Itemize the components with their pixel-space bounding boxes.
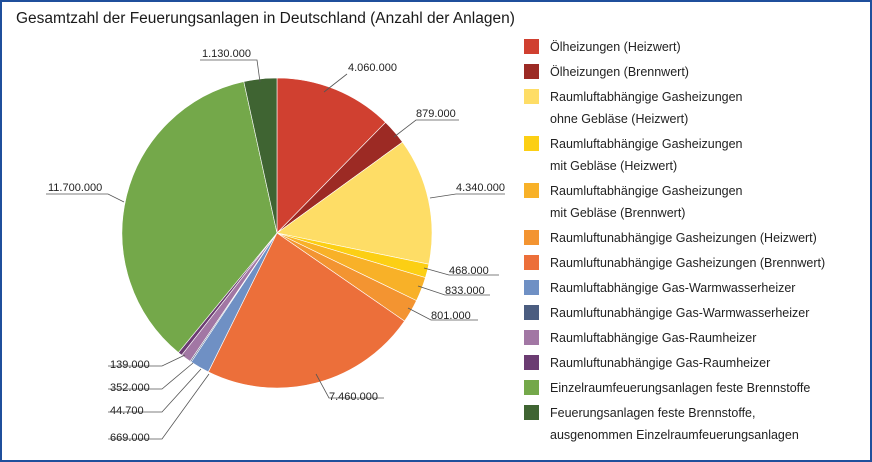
data-label: 833.000	[445, 285, 485, 297]
pie-slice	[276, 77, 386, 234]
legend-item: Raumluftunabhängige Gas-Warmwasserheizer	[524, 302, 864, 324]
legend-label: Raumluftabhängige Gasheizungen ohne Gebl…	[550, 90, 743, 126]
legend-item: Ölheizungen (Brennwert)	[524, 61, 864, 83]
data-label: 44.700	[110, 405, 144, 417]
legend-label: Raumluftabhängige Gasheizungen mit Geblä…	[550, 184, 743, 220]
chart-title: Gesamtzahl der Feuerungsanlagen in Deuts…	[16, 10, 515, 27]
pie-slice	[243, 77, 278, 234]
leader-line	[407, 307, 478, 321]
legend-label: Raumluftunabhängige Gas-Raumheizer	[550, 356, 771, 370]
legend-swatch	[524, 39, 539, 54]
legend-swatch	[524, 89, 539, 104]
data-label: 7.460.000	[329, 391, 378, 403]
legend-swatch	[524, 355, 539, 370]
leader-line	[315, 373, 384, 399]
leader-line	[429, 193, 505, 199]
data-label: 352.000	[110, 382, 150, 394]
legend-label: Raumluftunabhängige Gas-Warmwasserheizer	[550, 306, 810, 320]
leader-line	[108, 368, 202, 413]
data-label: 139.000	[110, 359, 150, 371]
data-label: 1.130.000	[202, 48, 251, 60]
legend-item: Raumluftabhängige Gasheizungen ohne Gebl…	[524, 86, 864, 130]
legend-swatch	[524, 136, 539, 151]
leader-line	[393, 119, 459, 138]
legend-swatch	[524, 183, 539, 198]
legend-swatch	[524, 255, 539, 270]
leader-line	[200, 59, 261, 83]
legend-swatch	[524, 305, 539, 320]
legend-label: Einzelraumfeuerungsanlagen feste Brennst…	[550, 381, 811, 395]
legend-swatch	[524, 64, 539, 79]
legend-label: Ölheizungen (Heizwert)	[550, 40, 681, 54]
data-label: 4.340.000	[456, 182, 505, 194]
leader-line	[323, 73, 348, 93]
legend-label: Raumluftabhängige Gas-Raumheizer	[550, 331, 757, 345]
legend-label: Raumluftunabhängige Gasheizungen (Heizwe…	[550, 231, 817, 245]
legend-swatch	[524, 380, 539, 395]
legend-label: Raumluftunabhängige Gasheizungen (Brennw…	[550, 256, 826, 270]
legend-label: Feuerungsanlagen feste Brennstoffe, ausg…	[550, 406, 799, 442]
leader-line	[423, 267, 499, 276]
legend-item: Raumluftunabhängige Gasheizungen (Heizwe…	[524, 227, 864, 249]
legend-item: Raumluftabhängige Gasheizungen mit Geblä…	[524, 180, 864, 224]
legend-swatch	[524, 280, 539, 295]
data-label: 468.000	[449, 265, 489, 277]
chart-legend: Ölheizungen (Heizwert) Ölheizungen (Brenn…	[524, 36, 864, 449]
leader-line	[108, 354, 186, 367]
legend-item: Raumluftunabhängige Gas-Raumheizer	[524, 352, 864, 374]
legend-item: Ölheizungen (Heizwert)	[524, 36, 864, 58]
pie-slice	[276, 141, 433, 265]
legend-item: Raumluftabhängige Gas-Raumheizer	[524, 327, 864, 349]
pie-slice	[207, 232, 405, 389]
legend-swatch	[524, 330, 539, 345]
legend-label: Ölheizungen (Brennwert)	[550, 65, 689, 79]
legend-item: Raumluftabhängige Gas-Warmwasserheizer	[524, 277, 864, 299]
leader-line	[46, 193, 125, 203]
data-label: 801.000	[431, 310, 471, 322]
leader-line	[108, 362, 194, 390]
data-label: 669.000	[110, 432, 150, 444]
data-label: 4.060.000	[348, 62, 397, 74]
legend-label: Raumluftabhängige Gasheizungen mit Geblä…	[550, 137, 743, 173]
legend-item: Feuerungsanlagen feste Brennstoffe, ausg…	[524, 402, 864, 446]
legend-item: Einzelraumfeuerungsanlagen feste Brennst…	[524, 377, 864, 399]
legend-swatch	[524, 405, 539, 420]
legend-item: Raumluftabhängige Gasheizungen mit Geblä…	[524, 133, 864, 177]
data-label: 11.700.000	[48, 182, 102, 194]
legend-label: Raumluftabhängige Gas-Warmwasserheizer	[550, 281, 796, 295]
legend-swatch	[524, 230, 539, 245]
leader-line	[417, 285, 490, 296]
leader-line	[108, 373, 210, 440]
data-label: 879.000	[416, 108, 456, 120]
pie-slice	[121, 81, 278, 354]
legend-item: Raumluftunabhängige Gasheizungen (Brennw…	[524, 252, 864, 274]
